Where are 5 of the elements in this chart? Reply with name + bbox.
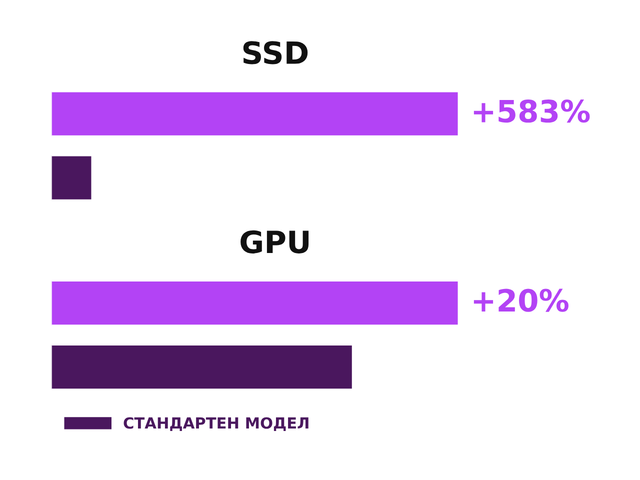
text: +583% bbox=[474, 100, 590, 123]
legend-label: СТАНДАРТЕН МОДЕЛ bbox=[124, 417, 308, 431]
text: +20% bbox=[474, 288, 568, 312]
y-tick-label: GPU bbox=[240, 230, 309, 254]
y-tick-label: SSD bbox=[243, 41, 308, 64]
